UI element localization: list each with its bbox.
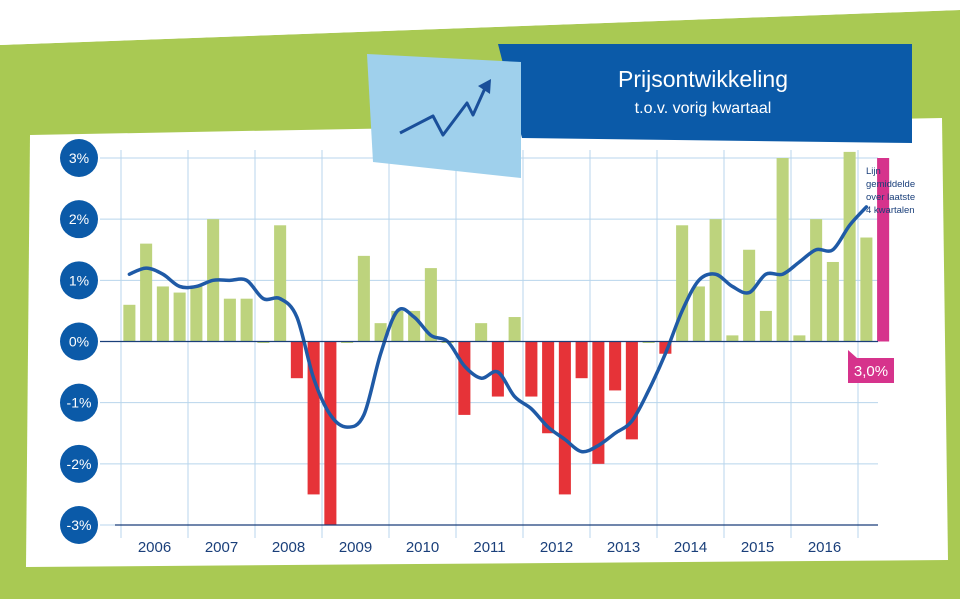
bar	[341, 341, 354, 343]
bar	[458, 341, 471, 415]
bar	[525, 341, 538, 397]
latest-value-badge	[848, 358, 894, 383]
bar	[776, 158, 789, 342]
year-label: 2006	[138, 539, 171, 556]
y-tick-label: 2%	[69, 211, 89, 227]
bar	[491, 341, 504, 397]
bar	[843, 151, 856, 342]
year-label: 2016	[808, 539, 841, 556]
bar	[592, 341, 605, 464]
bar	[558, 341, 571, 495]
year-label: 2013	[607, 539, 640, 556]
y-tick-label: 1%	[69, 272, 89, 288]
year-label: 2015	[741, 539, 774, 556]
y-tick-label: -3%	[67, 517, 92, 533]
bar	[860, 237, 873, 342]
line-legend: Lijn gemiddelde over laatste 4 kwartalen	[866, 166, 918, 216]
bar	[190, 286, 203, 342]
y-tick-label: -2%	[67, 456, 92, 472]
y-tick-label: -1%	[67, 395, 92, 411]
year-label: 2008	[272, 539, 305, 556]
bar	[793, 335, 806, 342]
year-label: 2009	[339, 539, 372, 556]
bar	[324, 341, 337, 525]
chart-panel	[26, 118, 948, 567]
bar	[542, 341, 555, 434]
chart-subtitle: t.o.v. vorig kwartaal	[635, 100, 772, 117]
title-panel	[498, 44, 912, 143]
bar	[826, 261, 839, 342]
bar	[240, 298, 253, 342]
latest-value-badge-pointer	[848, 350, 857, 358]
bar	[759, 310, 772, 342]
line-legend-line-4: 4 kwartalen	[866, 205, 915, 216]
line-legend-line-2: gemiddelde	[866, 179, 915, 190]
year-label: 2007	[205, 539, 238, 556]
bar	[223, 298, 236, 342]
bar	[123, 304, 136, 342]
y-tick-labels: 3% 2% 1% 0% -1% -2% -3%	[60, 139, 98, 544]
bar	[575, 341, 588, 379]
axes	[100, 340, 878, 526]
bar	[508, 317, 521, 342]
bar	[424, 268, 437, 342]
year-label: 2014	[674, 539, 707, 556]
moving-average-line	[127, 205, 869, 454]
line-legend-line-1: Lijn	[866, 166, 881, 177]
year-label: 2011	[473, 539, 505, 556]
bar	[290, 341, 303, 379]
bar	[156, 286, 169, 342]
y-tick-label: 0%	[69, 334, 89, 350]
y-tick-label: 3%	[69, 150, 89, 166]
y-tick-badge	[60, 506, 98, 544]
bar	[357, 255, 370, 342]
bar	[374, 323, 387, 342]
chart-title: Prijsontwikkeling	[618, 66, 788, 92]
bar	[743, 249, 756, 342]
bar	[140, 243, 153, 342]
y-tick-badge	[60, 383, 98, 422]
bar	[642, 341, 655, 343]
year-label: 2010	[406, 539, 439, 556]
bar	[609, 341, 622, 391]
bar	[692, 286, 705, 342]
y-tick-badge	[60, 200, 98, 239]
year-label: 2012	[540, 539, 573, 556]
bar	[810, 219, 823, 342]
bar	[475, 323, 488, 342]
y-tick-badge	[60, 261, 98, 300]
background-white-band	[0, 0, 960, 45]
trend-arrow-icon	[399, 85, 488, 137]
y-tick-badge	[60, 139, 98, 177]
trend-icon-card	[367, 54, 521, 178]
y-tick-badge	[60, 322, 98, 361]
bar	[726, 335, 739, 342]
latest-value-label: 3,0%	[854, 363, 888, 380]
year-labels: 2006 2007 2008 2009 2010 2011 2012 2013 2014 2015…	[138, 539, 841, 556]
bar	[307, 341, 320, 495]
bar	[274, 225, 287, 342]
bar-latest	[877, 158, 890, 342]
bar	[676, 225, 689, 342]
y-tick-badge	[60, 444, 98, 483]
line-legend-line-3: over laatste	[866, 192, 915, 203]
bar	[709, 219, 722, 342]
bar	[257, 341, 270, 343]
trend-arrow-head-icon	[478, 79, 491, 94]
bar	[173, 292, 186, 342]
